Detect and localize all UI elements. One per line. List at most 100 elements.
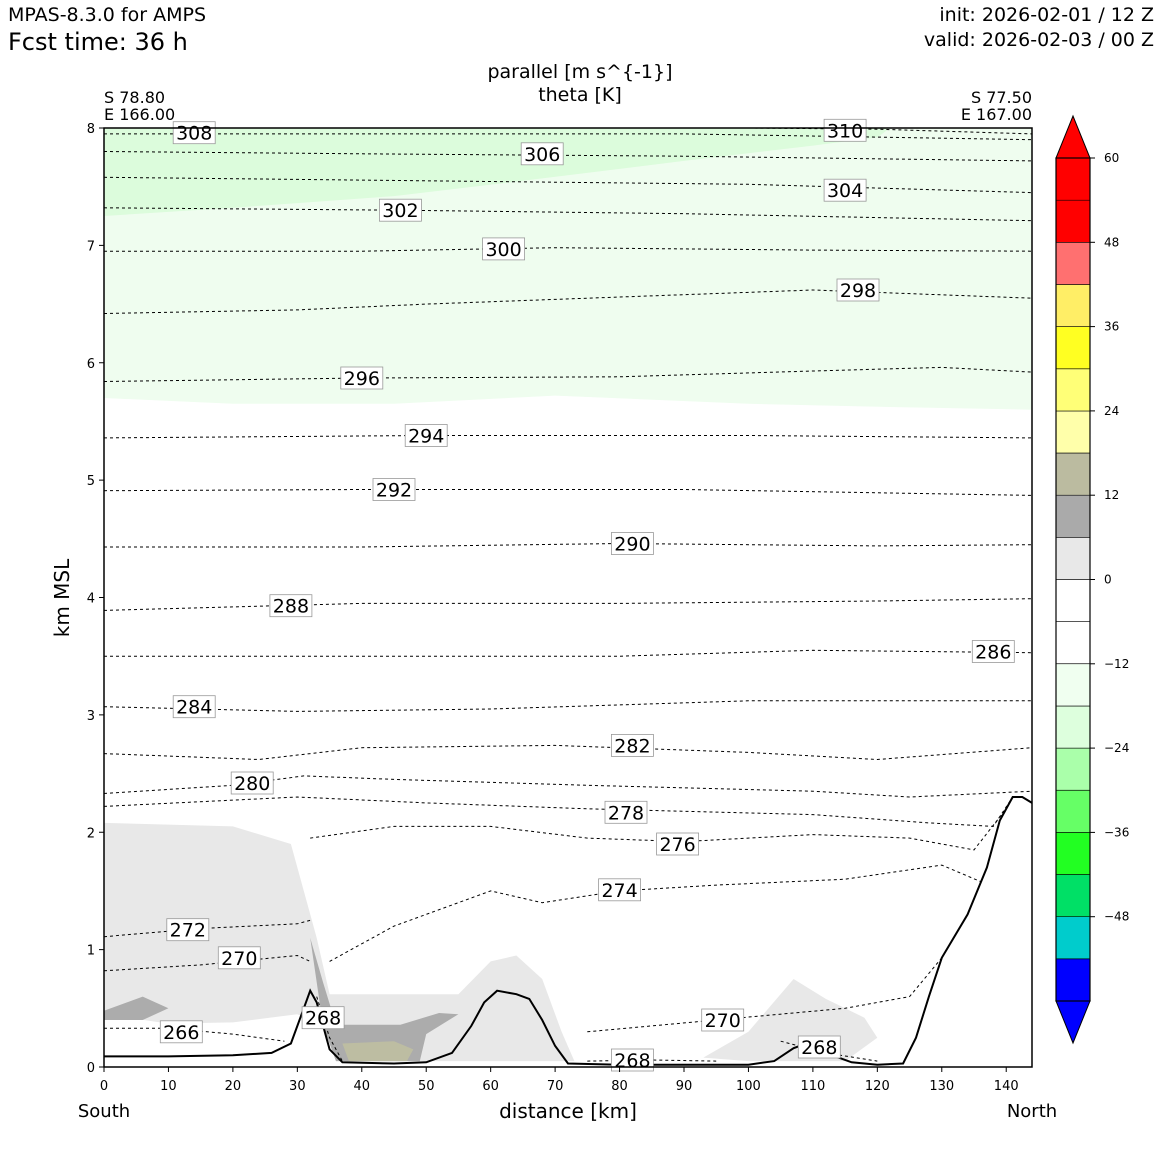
colorbar-segment	[1055, 494, 1091, 538]
theta-label: 282	[614, 735, 650, 757]
theta-label-box	[301, 1006, 345, 1030]
colorbar-extend-max	[1055, 114, 1091, 159]
colorbar-tick-label: −36	[1104, 825, 1129, 839]
y-tick-label: 6	[87, 357, 95, 372]
y-tick-label: 4	[87, 592, 95, 607]
theta-label: 268	[305, 1008, 341, 1030]
y-tick-label: 1	[87, 944, 95, 959]
theta-label: 276	[659, 834, 695, 856]
colorbar-tick-label: −12	[1104, 657, 1129, 671]
forecast-time: Fcst time: 36 h	[8, 28, 188, 56]
theta-contour-290	[104, 542, 1033, 548]
theta-label-box	[172, 121, 216, 145]
colorbar-tick-label: 24	[1104, 404, 1119, 418]
theta-label-box	[217, 946, 261, 970]
y-axis-label: km MSL	[50, 558, 74, 637]
theta-contour-306	[103, 151, 1033, 162]
theta-contour-294	[103, 435, 1033, 439]
colorbar-segment	[1055, 242, 1091, 285]
theta-label: 288	[273, 596, 309, 618]
theta-label-box	[482, 237, 526, 261]
colorbar-segment	[1055, 789, 1091, 833]
colorbar-segment	[1055, 747, 1091, 791]
x-tick-label: 0	[100, 1079, 108, 1094]
colorbar-segment	[1055, 326, 1091, 370]
theta-label: 308	[176, 123, 212, 145]
model-title: MPAS-8.3.0 for AMPS	[8, 4, 207, 26]
colorbar-segment	[1055, 452, 1091, 496]
theta-label: 280	[234, 773, 270, 795]
terrain-layer	[104, 796, 1033, 1066]
theta-contour-layer	[103, 127, 1033, 1062]
colorbar-tick-label: 48	[1104, 235, 1119, 249]
theta-contour-284	[103, 700, 1032, 712]
theta-label: 286	[975, 642, 1011, 664]
wind-shade-light_gray-2	[104, 822, 575, 1062]
theta-contour-278	[103, 796, 1014, 827]
wind-shading-layer	[104, 128, 1032, 1062]
x-tick-label: 80	[611, 1079, 628, 1094]
wind-shade-mid_gray-5	[310, 937, 459, 1062]
theta-label: 302	[382, 200, 418, 222]
colorbar-segment	[1055, 621, 1091, 664]
theta-label-box	[166, 918, 210, 942]
theta-label-box	[340, 366, 384, 390]
theta-contour-296	[103, 366, 1033, 382]
theta-label: 310	[827, 120, 863, 142]
x-tick-label: 60	[482, 1079, 499, 1094]
colorbar-segment	[1055, 199, 1091, 243]
theta-label-box	[823, 118, 867, 142]
theta-label: 296	[344, 368, 380, 390]
chart-title-line2: theta [K]	[538, 84, 622, 106]
x-tick-label: 20	[225, 1079, 242, 1094]
theta-label-box	[404, 424, 448, 447]
theta-label: 298	[840, 280, 876, 302]
right-end-lon: E 167.00	[961, 105, 1032, 124]
theta-label-box	[159, 1020, 203, 1044]
colorbar-segment	[1055, 579, 1091, 622]
theta-label: 284	[176, 697, 212, 719]
wind-shade-mid_gray-4	[104, 996, 169, 1020]
init-time: init: 2026-02-01 / 12 Z	[939, 4, 1154, 26]
left-end-lon: E 166.00	[104, 105, 175, 124]
colorbar-tick-label: 0	[1104, 573, 1112, 587]
x-tick-label: 50	[418, 1079, 435, 1094]
wind-shade-olive-6	[342, 1041, 414, 1062]
y-tick-label: 0	[87, 1061, 95, 1076]
theta-label: 268	[801, 1037, 837, 1059]
theta-contour-282	[103, 744, 1033, 761]
x-tick-label: 70	[547, 1079, 564, 1094]
colorbar-segment	[1055, 832, 1091, 875]
theta-contour-304	[103, 176, 1033, 194]
x-tick-label: 120	[865, 1079, 890, 1094]
colorbar-tick-label: 60	[1104, 151, 1119, 165]
colorbar-tick-label: 36	[1104, 320, 1119, 334]
colorbar: 60 48 36 24 12 0 −12 −24 −36 −48	[1055, 114, 1129, 1045]
x-tick-label: 140	[994, 1079, 1019, 1094]
theta-label: 306	[524, 144, 560, 166]
axes-layer: 0 10 20 30 40 50 60 70 80 90 100 110 120 130 140 0 1 2 3 4 5…	[87, 122, 1019, 1094]
theta-label: 290	[614, 534, 650, 556]
theta-contour-288	[103, 598, 1033, 611]
y-tick-label: 2	[87, 826, 95, 841]
theta-label-layer: 2662682682682702702722742762782802822842…	[159, 118, 1015, 1072]
x-tick-label: 100	[736, 1079, 761, 1094]
theta-contour-270	[587, 957, 943, 1033]
x-tick-label: 10	[160, 1079, 177, 1094]
x-tick-label: 40	[354, 1079, 371, 1094]
colorbar-tick-label: −24	[1104, 741, 1129, 755]
theta-label-box	[611, 532, 654, 555]
theta-label: 270	[221, 948, 257, 970]
theta-label: 278	[608, 802, 644, 824]
theta-contour-300	[104, 247, 1033, 252]
colorbar-segment	[1055, 536, 1091, 580]
theta-label-box	[378, 198, 422, 222]
theta-label: 304	[827, 180, 863, 202]
left-end-lat: S 78.80	[104, 88, 165, 107]
terrain-line	[104, 796, 1033, 1066]
colorbar-segment	[1055, 663, 1091, 707]
chart-title-line1: parallel [m s^{-1}]	[487, 61, 672, 83]
colorbar-segment	[1055, 368, 1091, 412]
theta-label-box	[701, 1008, 745, 1032]
colorbar-segment	[1055, 958, 1091, 1002]
